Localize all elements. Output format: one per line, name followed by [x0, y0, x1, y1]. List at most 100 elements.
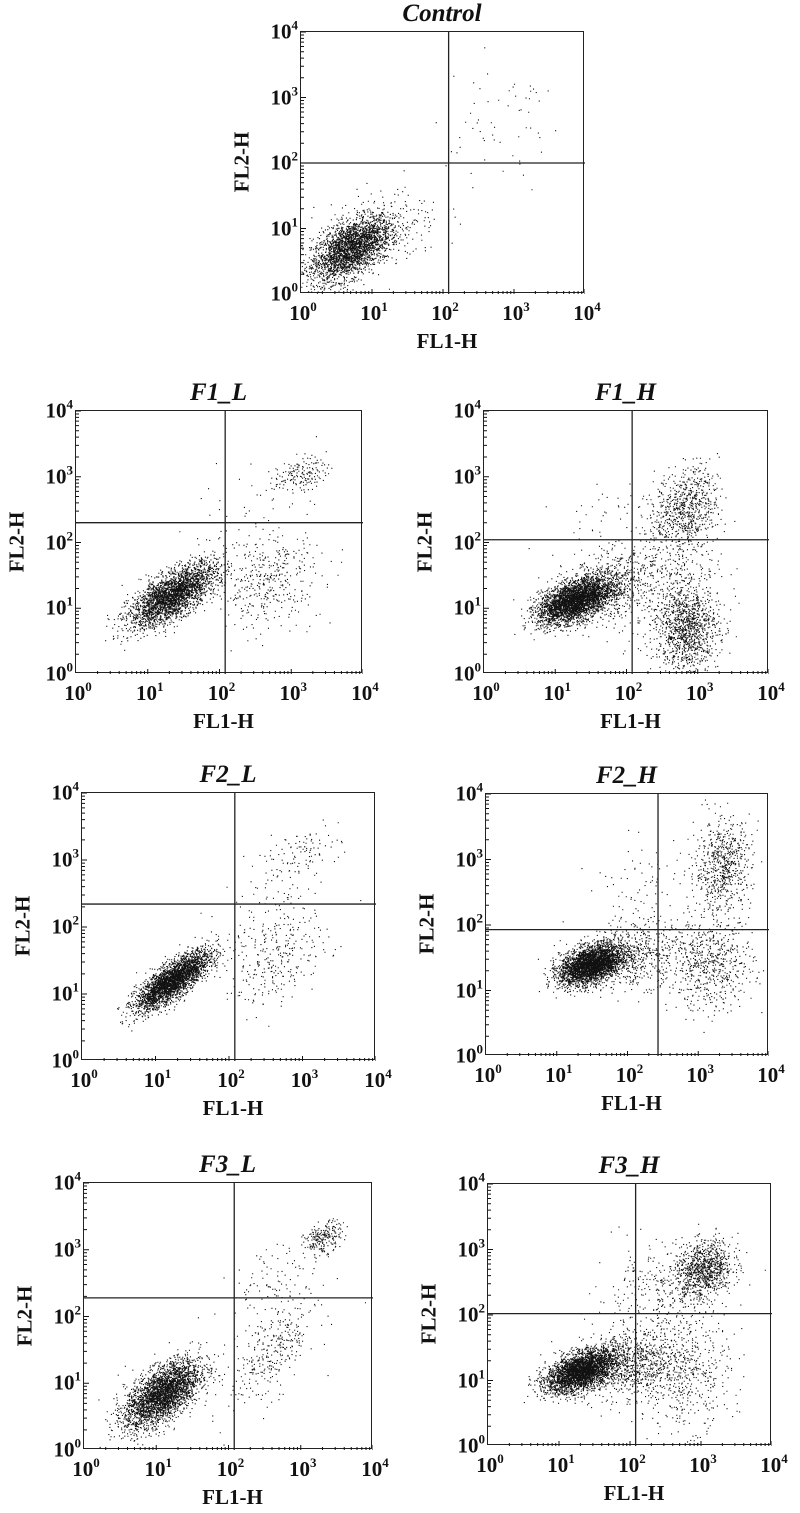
event-dots — [105, 436, 343, 652]
y-tick-label: 103 — [270, 83, 299, 109]
x-tick-label: 103 — [290, 1066, 319, 1092]
y-tick-label: 103 — [457, 1235, 486, 1261]
y-tick-label: 103 — [53, 1235, 82, 1262]
x-tick-label: 100 — [474, 1061, 502, 1087]
y-tick-label: 101 — [453, 593, 482, 620]
panel-title: F2_L — [199, 761, 257, 788]
y-tick-label: 100 — [455, 1041, 484, 1068]
quadrant-gate-lines — [486, 794, 769, 1056]
event-dots — [301, 47, 557, 294]
x-axis-label: FL1-H — [601, 1091, 662, 1115]
x-tick-label: 103 — [686, 679, 714, 705]
x-tick-label: 101 — [144, 1455, 173, 1481]
y-axis-label: FL2-H — [10, 895, 35, 957]
panel-title: Control — [402, 0, 482, 27]
y-tick-label: 104 — [53, 1168, 82, 1195]
y-tick-label: 101 — [45, 593, 74, 620]
x-tick-label: 102 — [217, 1066, 245, 1092]
y-axis-label: FL2-H — [12, 1285, 37, 1346]
y-tick-label: 103 — [51, 845, 80, 872]
scatter-plot-area — [483, 410, 769, 674]
quadrant-gate-lines — [76, 411, 363, 674]
x-tick-label: 102 — [614, 679, 643, 705]
y-tick-label: 104 — [453, 396, 482, 423]
y-tick-label: 102 — [51, 912, 80, 939]
y-tick-label: 102 — [457, 1300, 486, 1327]
quadrant-gate-lines — [301, 32, 585, 294]
y-tick-label: 104 — [51, 778, 80, 805]
y-tick-label: 100 — [453, 659, 482, 686]
scatter-plot-area — [485, 793, 769, 1056]
x-tick-label: 101 — [545, 1061, 573, 1087]
x-tick-label: 101 — [547, 1451, 575, 1477]
x-tick-label: 100 — [70, 1066, 98, 1092]
scatter-plot-area — [300, 31, 585, 294]
x-tick-label: 102 — [618, 1451, 646, 1477]
x-axis-label: FL1-H — [416, 329, 478, 353]
x-tick-label: 104 — [351, 679, 379, 705]
y-tick-label: 104 — [270, 17, 299, 44]
event-dots — [537, 799, 765, 1033]
x-tick-label: 101 — [143, 1066, 172, 1092]
y-tick-label: 101 — [53, 1368, 82, 1395]
x-tick-label: 100 — [72, 1455, 100, 1481]
x-tick-label: 101 — [543, 679, 572, 705]
y-tick-label: 101 — [270, 214, 299, 240]
x-tick-label: 102 — [615, 1061, 644, 1087]
y-tick-label: 102 — [53, 1302, 82, 1328]
y-axis-label: FL2-H — [416, 1283, 441, 1345]
y-tick-label: 101 — [457, 1366, 486, 1392]
y-axis-label: FL2-H — [414, 893, 439, 955]
y-axis-label: FL2-H — [412, 511, 437, 572]
x-tick-label: 103 — [279, 679, 308, 705]
x-tick-label: 104 — [760, 1451, 788, 1477]
y-tick-label: 101 — [51, 979, 80, 1006]
x-tick-label: 103 — [686, 1061, 715, 1087]
event-dots — [523, 1223, 766, 1444]
x-tick-label: 101 — [136, 679, 164, 705]
x-tick-label: 104 — [573, 299, 601, 325]
x-tick-label: 102 — [431, 299, 459, 325]
x-axis-label: FL1-H — [603, 1481, 665, 1505]
scatter-plot-area — [83, 1182, 373, 1450]
x-axis-label: FL1-H — [202, 1096, 264, 1120]
quadrant-gate-lines — [488, 1184, 772, 1446]
scatter-plot-area — [81, 792, 376, 1061]
y-tick-label: 100 — [53, 1435, 82, 1462]
y-tick-label: 104 — [455, 779, 484, 806]
event-dots — [513, 453, 740, 674]
quadrant-gate-lines — [84, 1183, 373, 1450]
x-tick-label: 100 — [476, 1451, 504, 1477]
panel-title: F1_H — [594, 379, 657, 406]
x-axis-label: FL1-H — [193, 709, 254, 733]
x-tick-label: 104 — [361, 1455, 389, 1481]
y-tick-label: 103 — [45, 462, 74, 489]
y-axis-label: FL2-H — [4, 511, 29, 572]
x-tick-label: 101 — [360, 299, 388, 325]
event-dots — [117, 819, 362, 1032]
quadrant-gate-lines — [82, 793, 376, 1061]
scatter-plot-area — [487, 1183, 772, 1446]
y-tick-label: 102 — [45, 528, 74, 554]
x-tick-label: 103 — [502, 299, 530, 325]
y-tick-label: 102 — [453, 528, 482, 554]
y-tick-label: 104 — [45, 396, 74, 423]
panel-title: F3_H — [598, 1152, 660, 1179]
x-tick-label: 103 — [289, 1455, 317, 1481]
x-axis-label: FL1-H — [202, 1485, 263, 1509]
y-tick-label: 100 — [270, 279, 299, 306]
y-axis-label: FL2-H — [229, 131, 254, 193]
x-tick-label: 103 — [689, 1451, 717, 1477]
y-tick-label: 100 — [51, 1046, 80, 1073]
panel-title: F1_L — [190, 379, 247, 406]
y-tick-label: 102 — [455, 910, 484, 937]
x-tick-label: 102 — [207, 679, 236, 705]
panel-title: F3_L — [199, 1151, 256, 1178]
x-tick-label: 100 — [472, 679, 500, 705]
x-tick-label: 100 — [289, 299, 317, 325]
y-tick-label: 101 — [455, 976, 484, 1002]
y-tick-label: 100 — [457, 1431, 486, 1458]
x-tick-label: 104 — [364, 1066, 392, 1092]
x-axis-label: FL1-H — [600, 709, 661, 733]
scatter-plot-area — [75, 410, 363, 674]
